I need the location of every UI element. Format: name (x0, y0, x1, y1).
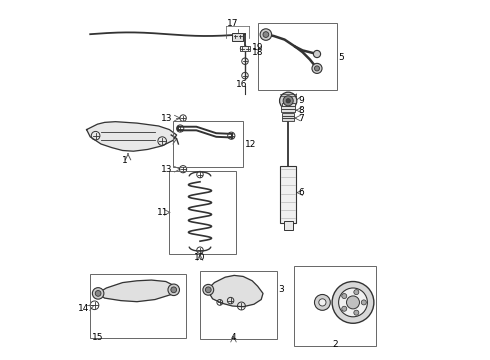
Text: 19: 19 (251, 43, 263, 52)
Circle shape (171, 287, 176, 293)
Text: 13: 13 (161, 114, 172, 122)
Bar (90, 274, 186, 338)
Text: 5: 5 (339, 53, 344, 62)
Text: 8: 8 (298, 106, 304, 115)
Circle shape (342, 293, 347, 298)
Bar (294, 266, 376, 346)
Bar (284, 221, 293, 230)
Bar (282, 103, 294, 106)
Circle shape (354, 310, 359, 315)
Circle shape (332, 282, 374, 323)
Circle shape (361, 300, 367, 305)
Circle shape (314, 50, 320, 58)
Text: 10: 10 (194, 253, 206, 262)
Bar (280, 166, 296, 223)
Text: 15: 15 (93, 333, 104, 342)
Circle shape (203, 284, 214, 295)
Text: 11: 11 (157, 208, 169, 217)
Circle shape (95, 291, 101, 296)
Bar (282, 118, 294, 121)
Circle shape (263, 32, 269, 37)
Polygon shape (87, 122, 176, 151)
Polygon shape (207, 275, 263, 307)
Bar (282, 116, 294, 118)
Text: 2: 2 (332, 340, 338, 349)
Text: 7: 7 (298, 114, 304, 123)
Text: 14: 14 (78, 305, 90, 313)
Text: 16: 16 (236, 80, 248, 89)
Bar (281, 106, 295, 109)
Text: 1: 1 (122, 156, 127, 165)
Text: 6: 6 (298, 188, 304, 197)
Text: 3: 3 (278, 285, 284, 294)
Circle shape (346, 296, 360, 309)
Bar (232, 33, 243, 41)
Polygon shape (98, 280, 176, 302)
Text: 12: 12 (245, 140, 256, 149)
Circle shape (286, 99, 291, 103)
Bar (240, 46, 250, 51)
Circle shape (205, 287, 211, 293)
Text: 13: 13 (161, 165, 172, 174)
Circle shape (168, 284, 179, 296)
Circle shape (315, 294, 330, 310)
Bar (173, 121, 243, 167)
Circle shape (354, 289, 359, 294)
Circle shape (339, 288, 368, 317)
Bar (170, 171, 236, 254)
Circle shape (92, 288, 104, 299)
Bar (282, 113, 294, 116)
Circle shape (312, 63, 322, 73)
Bar (200, 271, 277, 339)
Text: 17: 17 (227, 19, 239, 28)
Circle shape (283, 96, 293, 106)
Circle shape (315, 66, 319, 71)
Circle shape (319, 299, 326, 306)
Circle shape (280, 92, 297, 109)
Circle shape (342, 306, 347, 311)
Text: 4: 4 (231, 333, 236, 342)
Bar (281, 109, 295, 112)
Text: 18: 18 (251, 48, 263, 57)
Text: 9: 9 (298, 96, 304, 105)
Bar (258, 23, 337, 90)
Circle shape (260, 29, 271, 40)
